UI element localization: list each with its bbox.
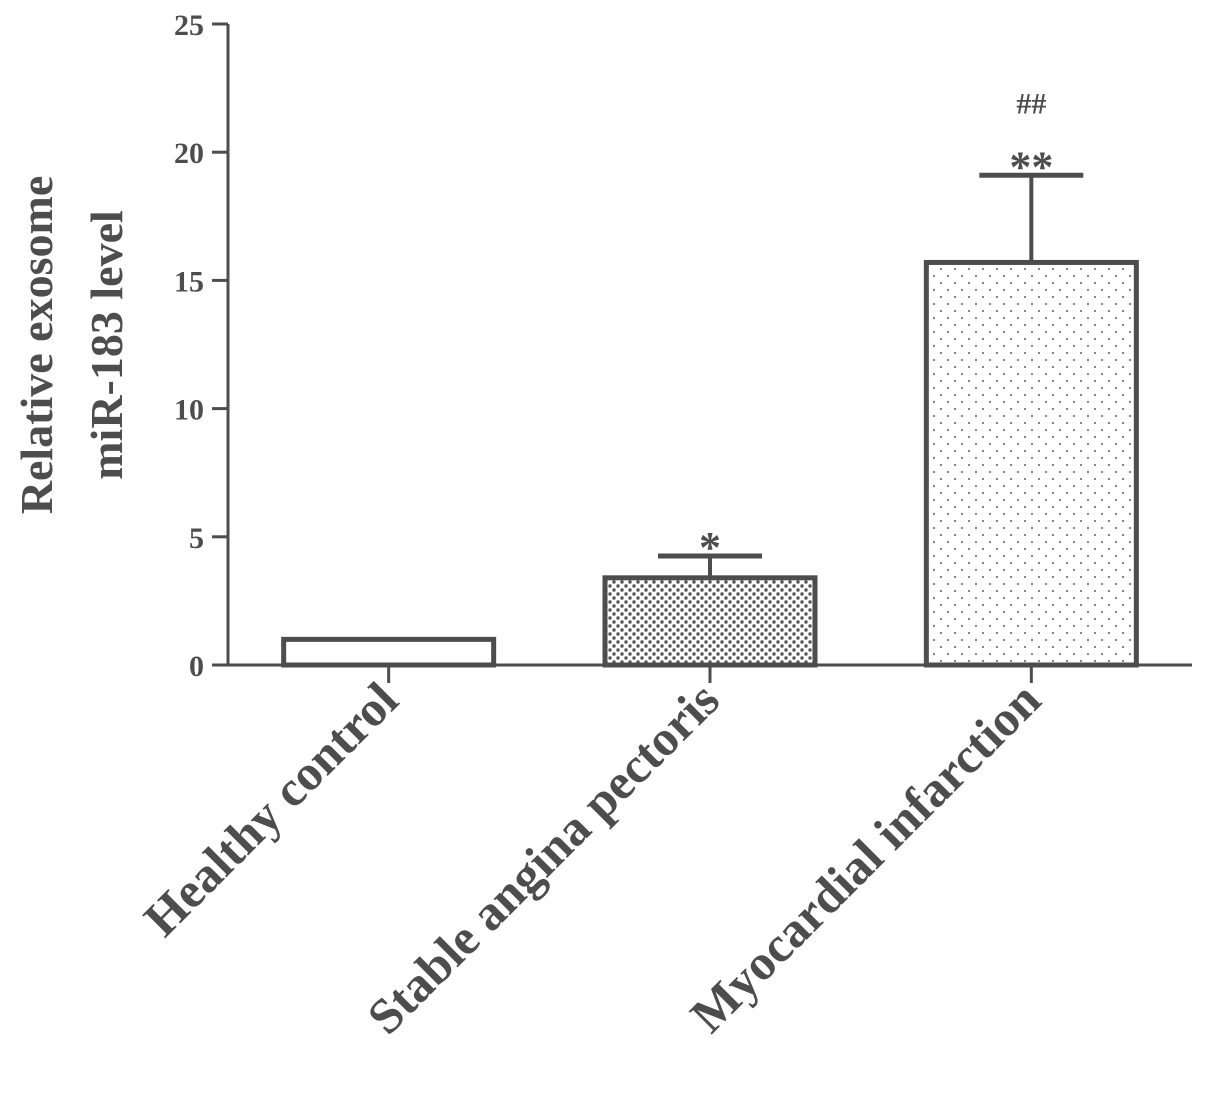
y-axis-title-line-2: miR-183 level (81, 210, 132, 480)
annotations: * ## ** (699, 87, 1053, 572)
y-tick-label: 5 (189, 522, 204, 555)
bar (923, 259, 1139, 668)
y-tick-label: 0 (189, 650, 204, 683)
x-category-label: Healthy control (133, 671, 409, 947)
bars (281, 172, 1139, 668)
y-tick-label: 25 (174, 9, 204, 42)
significance-annotation: * (699, 523, 721, 572)
y-axis-title: Relative exosome miR-183 level (11, 176, 132, 515)
y-tick-label: 15 (174, 265, 204, 298)
significance-annotation: ** (1009, 142, 1053, 191)
y-axis-title-line-1: Relative exosome (11, 176, 62, 515)
y-tick-label: 10 (174, 394, 204, 427)
bar (281, 636, 497, 668)
x-category-label: Myocardial infarction (679, 671, 1051, 1043)
bar (602, 575, 818, 668)
x-category-label: Stable angina pectoris (356, 671, 730, 1045)
significance-annotation: ## (1016, 87, 1046, 120)
y-tick-label: 20 (174, 137, 204, 170)
